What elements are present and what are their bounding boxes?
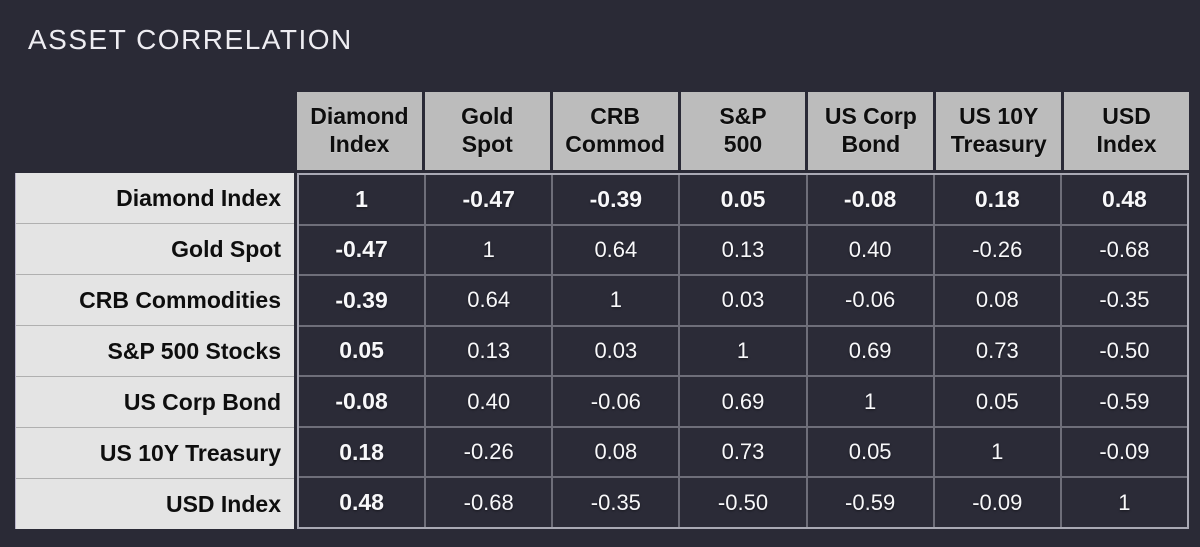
- row-header-6: USD Index: [165, 490, 281, 517]
- row-header-4: US Corp Bond: [16, 377, 294, 428]
- correlation-cell-r5-c5: 1: [934, 427, 1060, 477]
- correlation-cell-r0-c4: -0.08: [807, 175, 933, 224]
- correlation-cell-r0-c1: -0.47: [426, 175, 552, 224]
- correlation-cell-r3-c5: 0.73: [934, 326, 1060, 376]
- correlation-cell-r0-c5: 0.18: [934, 175, 1060, 224]
- correlation-cell-r3-c6: -0.50: [1061, 326, 1187, 376]
- column-header-4: US Corp Bond: [808, 92, 934, 170]
- column-header-6: USD Index: [1064, 92, 1189, 170]
- correlation-cell-r1-c4: 0.40: [807, 225, 933, 275]
- correlation-cell-r3-c4: 0.69: [807, 326, 933, 376]
- correlation-cell-r0-c0: 1: [299, 175, 425, 224]
- correlation-cell-r6-c3: -0.50: [680, 478, 806, 527]
- column-header-1: Gold Spot: [424, 92, 550, 170]
- correlation-grid: 1 -0.47 -0.39 0.05 -0.08 0.18 0.48 -0.47 1 0.64 0.…: [297, 173, 1189, 529]
- correlation-cell-r2-c5: 0.08: [934, 276, 1060, 325]
- correlation-cell-r6-c6: 1: [1061, 478, 1187, 527]
- correlation-cell-r3-c1: 0.13: [426, 326, 552, 376]
- correlation-cell-r1-c2: 0.64: [553, 225, 679, 275]
- correlation-cell-r0-c6: 0.48: [1061, 175, 1187, 224]
- correlation-cell-r6-c0: 0.48: [299, 478, 425, 527]
- correlation-cell-r1-c0: -0.47: [299, 225, 425, 275]
- correlation-cell-r3-c0: 0.05: [299, 326, 425, 376]
- correlation-cell-r4-c0: -0.08: [299, 377, 425, 426]
- correlation-cell-r1-c6: -0.68: [1061, 225, 1187, 275]
- correlation-cell-r0-c2: -0.39: [553, 175, 679, 224]
- row-header-2: CRB Commodities: [16, 275, 294, 326]
- correlation-cell-r2-c4: -0.06: [807, 276, 933, 325]
- row-header-1: Gold Spot: [16, 224, 294, 275]
- correlation-cell-r5-c1: -0.26: [426, 427, 552, 477]
- correlation-cell-r0-c3: 0.05: [680, 175, 806, 224]
- correlation-cell-r5-c0: 0.18: [299, 427, 425, 477]
- correlation-cell-r5-c3: 0.73: [680, 427, 806, 477]
- correlation-cell-r3-c3: 1: [680, 326, 806, 376]
- correlation-cell-r1-c1: 1: [426, 225, 552, 275]
- correlation-cell-r2-c0: -0.39: [299, 276, 425, 325]
- correlation-cell-r5-c4: 0.05: [807, 427, 933, 477]
- correlation-cell-r3-c2: 0.03: [553, 326, 679, 376]
- page-title: ASSET CORRELATION: [28, 24, 353, 55]
- correlation-cell-r5-c2: 0.08: [553, 427, 679, 477]
- correlation-cell-r6-c2: -0.35: [553, 478, 679, 527]
- correlation-cell-r6-c1: -0.68: [426, 478, 552, 527]
- row-header-3: S&P 500 Stocks: [16, 326, 294, 377]
- column-header-row: Diamond Index Gold Spot CRB Commod S&P 500 U…: [297, 92, 1189, 170]
- column-header-2: CRB Commod: [552, 92, 678, 170]
- correlation-cell-r4-c2: -0.06: [553, 377, 679, 426]
- correlation-cell-r6-c5: -0.09: [934, 478, 1060, 527]
- correlation-cell-r2-c6: -0.35: [1061, 276, 1187, 325]
- correlation-cell-r4-c3: 0.69: [680, 377, 806, 426]
- row-header-column: Diamond Index Gold Spot CRB Commodities S&P…: [15, 173, 294, 529]
- correlation-cell-r4-c5: 0.05: [934, 377, 1060, 426]
- correlation-cell-r2-c1: 0.64: [426, 276, 552, 325]
- correlation-cell-r4-c6: -0.59: [1061, 377, 1187, 426]
- column-header-3: S&P 500: [680, 92, 806, 170]
- correlation-cell-r5-c6: -0.09: [1061, 427, 1187, 477]
- correlation-cell-r6-c4: -0.59: [807, 478, 933, 527]
- correlation-matrix: Diamond Index Gold Spot CRB Commod S&P 500 U…: [15, 92, 1189, 529]
- corner-spacer: [15, 92, 294, 170]
- row-header-5: US 10Y Treasury: [16, 428, 294, 479]
- correlation-cell-r4-c4: 1: [807, 377, 933, 426]
- correlation-cell-r4-c1: 0.40: [426, 377, 552, 426]
- column-header-5: US 10Y Treasury: [936, 92, 1062, 170]
- correlation-cell-r2-c2: 1: [553, 276, 679, 325]
- correlation-cell-r2-c3: 0.03: [680, 276, 806, 325]
- row-header-0: Diamond Index: [16, 173, 294, 224]
- correlation-cell-r1-c3: 0.13: [680, 225, 806, 275]
- column-header-0: Diamond Index: [297, 92, 422, 170]
- correlation-cell-r1-c5: -0.26: [934, 225, 1060, 275]
